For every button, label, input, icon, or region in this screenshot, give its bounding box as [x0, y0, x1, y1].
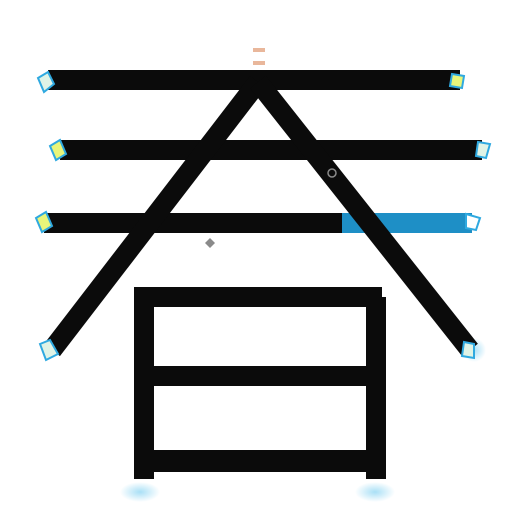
stroke-horizontal-4: [134, 287, 382, 307]
stroke-end-marker-icon: [465, 212, 482, 232]
stroke-diagonal-right: [250, 75, 478, 357]
stroke-vertical-right: [366, 297, 386, 479]
note-mark-top-2: [253, 61, 265, 65]
stroke-end-marker-icon: [36, 70, 56, 94]
circle-bullet-icon: [327, 168, 337, 178]
stroke-vertical-left: [134, 297, 154, 479]
stroke-diagonal-left: [44, 75, 266, 357]
stroke-end-marker-icon: [34, 210, 54, 234]
glow-spot-bottom-left: [120, 482, 160, 502]
stroke-horizontal-3: [44, 213, 342, 233]
stroke-end-marker-icon: [460, 340, 475, 360]
stroke-end-marker-icon: [48, 138, 68, 162]
stroke-horizontal-6: [134, 450, 382, 472]
stroke-horizontal-5: [134, 366, 382, 386]
diamond-bullet-icon: [205, 238, 215, 248]
stroke-end-marker-icon: [38, 338, 60, 362]
stroke-end-marker-icon: [474, 140, 492, 160]
stroke-horizontal-2: [60, 140, 482, 160]
stroke-end-marker-icon: [448, 72, 466, 90]
glow-spot-bottom-right: [355, 482, 395, 502]
note-mark-top-1: [253, 48, 265, 52]
